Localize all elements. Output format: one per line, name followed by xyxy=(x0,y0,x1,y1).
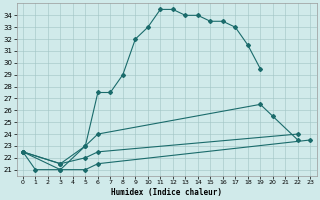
X-axis label: Humidex (Indice chaleur): Humidex (Indice chaleur) xyxy=(111,188,222,197)
